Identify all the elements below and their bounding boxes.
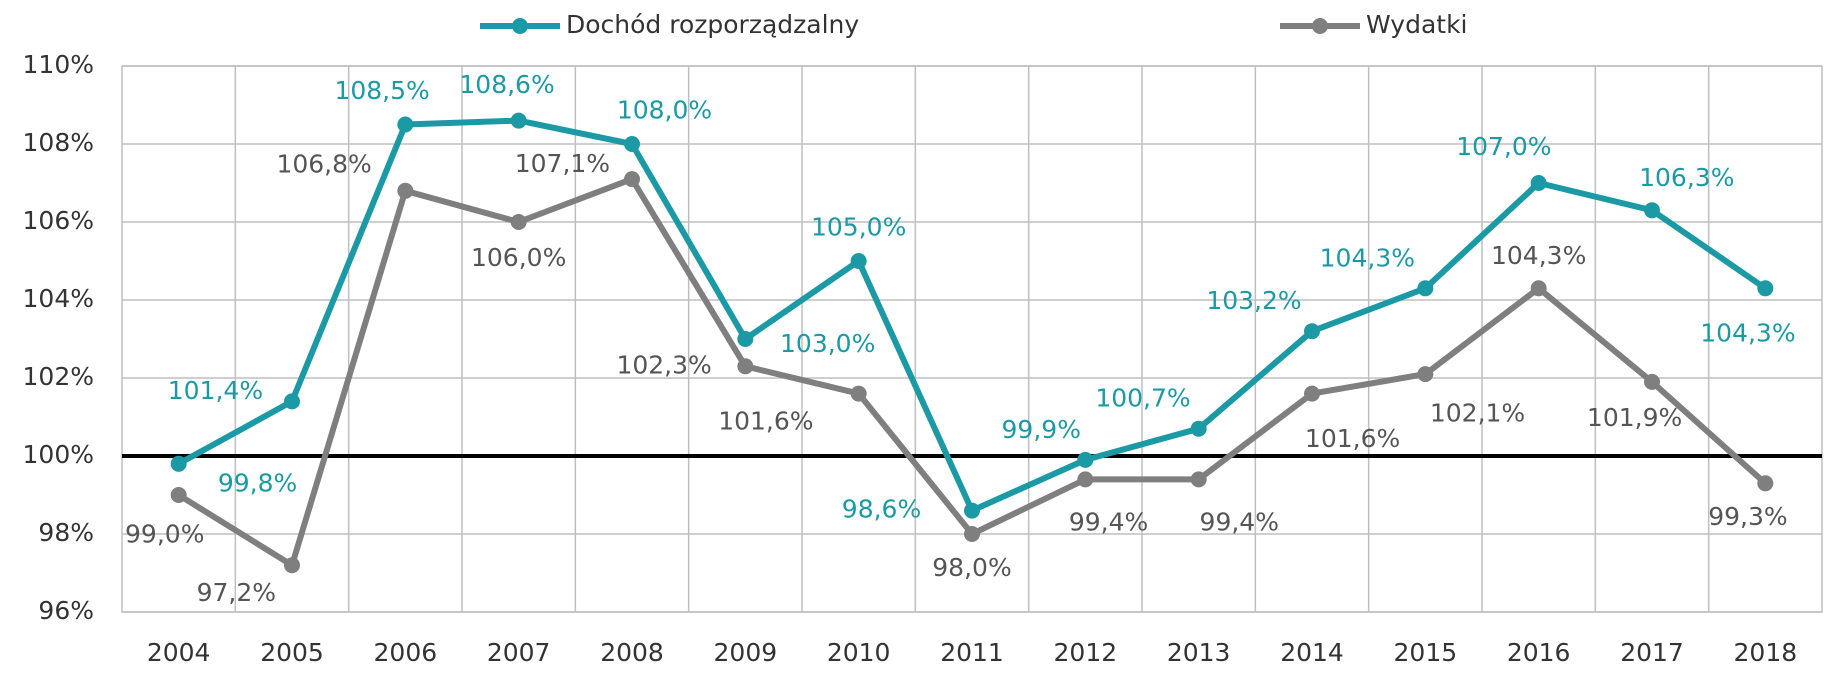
point: [1077, 451, 1094, 468]
point: [170, 455, 187, 472]
y-tick-label: 106%: [23, 206, 94, 235]
data-label: 99,8%: [218, 469, 297, 498]
point: [397, 116, 414, 133]
x-tick-label: 2011: [940, 638, 1004, 667]
point: [964, 526, 980, 542]
y-tick-label: 108%: [23, 128, 94, 157]
point: [1417, 366, 1434, 383]
data-label: 98,0%: [932, 553, 1011, 582]
point: [510, 214, 527, 230]
point: [624, 171, 640, 188]
data-label: 101,6%: [1305, 424, 1400, 453]
point: [284, 393, 300, 410]
point: [1077, 471, 1094, 488]
point: [1757, 280, 1774, 297]
data-label: 99,3%: [1708, 502, 1787, 531]
legend-label: Dochód rozporządzalny: [566, 10, 859, 39]
data-label: 97,2%: [197, 578, 276, 607]
series-line: [177, 117, 1768, 514]
data-label: 99,9%: [1002, 415, 1081, 444]
point: [1644, 202, 1660, 219]
data-label: 101,4%: [168, 376, 263, 405]
x-tick-label: 2007: [487, 638, 551, 667]
point: [1417, 280, 1434, 297]
data-label: 108,0%: [617, 96, 712, 125]
point: [1530, 280, 1547, 297]
x-tick-label: 2010: [827, 638, 891, 667]
point: [964, 502, 980, 519]
point: [170, 487, 187, 503]
y-tick-label: 96%: [38, 596, 94, 625]
x-tick-label: 2004: [147, 638, 211, 667]
point: [737, 331, 754, 347]
x-tick-label: 2015: [1394, 638, 1458, 667]
data-label: 99,0%: [125, 520, 204, 549]
point: [737, 358, 754, 375]
x-tick-label: 2005: [260, 638, 324, 667]
data-label: 105,0%: [811, 213, 906, 242]
data-label: 108,5%: [334, 76, 429, 105]
point: [1190, 420, 1207, 437]
data-label: 104,3%: [1700, 319, 1795, 348]
point: [1644, 373, 1660, 390]
data-label: 107,1%: [515, 149, 610, 178]
point: [624, 136, 640, 152]
x-tick-label: 2014: [1280, 638, 1344, 667]
data-label: 103,2%: [1206, 286, 1301, 315]
point: [850, 385, 867, 402]
data-label: 108,6%: [459, 70, 554, 99]
y-tick-label: 110%: [23, 50, 94, 79]
data-label: 102,1%: [1430, 399, 1525, 428]
data-label: 106,0%: [471, 243, 566, 272]
data-label: 103,0%: [780, 329, 875, 358]
data-label: 104,3%: [1320, 243, 1415, 272]
x-tick-label: 2013: [1167, 638, 1231, 667]
legend-marker: [512, 18, 528, 34]
point: [510, 112, 527, 129]
y-tick-label: 102%: [23, 362, 94, 391]
point: [1190, 471, 1207, 488]
y-tick-label: 100%: [23, 440, 94, 469]
y-tick-label: 98%: [38, 518, 94, 547]
data-label: 102,3%: [616, 350, 711, 379]
data-label: 99,4%: [1200, 507, 1279, 536]
data-label: 101,6%: [718, 407, 813, 436]
data-label: 104,3%: [1491, 241, 1586, 270]
data-label: 107,0%: [1456, 132, 1551, 161]
legend-marker: [1312, 18, 1328, 34]
x-tick-label: 2012: [1054, 638, 1118, 667]
point: [1530, 175, 1547, 191]
point: [850, 253, 867, 269]
point: [284, 557, 300, 574]
x-tick-label: 2006: [374, 638, 438, 667]
x-tick-label: 2016: [1507, 638, 1571, 667]
y-tick-label: 104%: [23, 284, 94, 313]
x-tick-label: 2018: [1734, 638, 1798, 667]
data-label: 106,8%: [276, 149, 371, 178]
x-tick-label: 2008: [600, 638, 664, 667]
point: [397, 182, 414, 199]
data-label: 106,3%: [1639, 163, 1734, 192]
point: [1304, 385, 1320, 402]
point: [1757, 475, 1774, 492]
x-tick-label: 2017: [1620, 638, 1684, 667]
x-tick-label: 2009: [714, 638, 778, 667]
data-label: 101,9%: [1587, 403, 1682, 432]
legend-label: Wydatki: [1366, 10, 1468, 39]
data-label: 99,4%: [1069, 507, 1148, 536]
data-label: 100,7%: [1095, 384, 1190, 413]
point: [1304, 323, 1320, 340]
data-label: 98,6%: [842, 495, 921, 524]
